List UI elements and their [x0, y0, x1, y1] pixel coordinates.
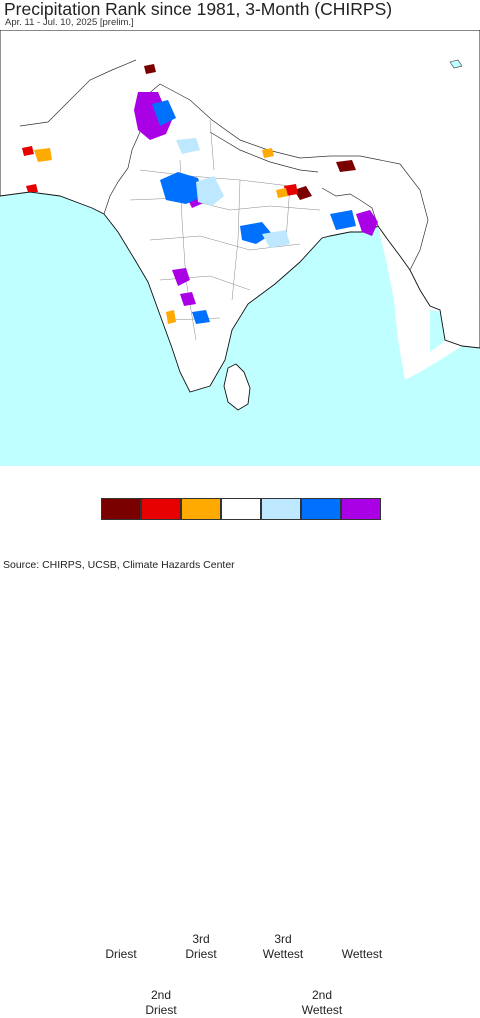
legend-label-2nd-driest: 2nd Driest: [145, 988, 177, 1017]
precip-second-wettest: [152, 100, 356, 324]
legend-swatch-3rd-driest: [181, 498, 221, 520]
wettest-bangladesh: [356, 210, 378, 236]
2nd-driest-bihar: [284, 184, 298, 196]
borders: [19, 59, 429, 341]
precipitation-map: [0, 30, 480, 466]
3rd-wettest-central: [196, 176, 224, 206]
precip-second-driest: [22, 146, 298, 196]
2nd-driest-pakistan-west: [22, 146, 34, 156]
2nd-wettest-bengal: [330, 210, 356, 230]
precip-third-driest: [34, 148, 288, 324]
legend-swatch-2nd-wettest: [301, 498, 341, 520]
3rd-driest-pakistan: [34, 148, 52, 162]
legend-label-3rd-wettest: 3rd Wettest: [262, 932, 304, 961]
land: [0, 30, 480, 411]
bay-of-bengal-east: [398, 346, 480, 466]
3rd-driest-nepal: [262, 148, 274, 158]
sri-lanka: [223, 363, 251, 411]
legend-swatch-driest: [101, 498, 141, 520]
state-lines-1: [129, 169, 321, 321]
arabian-sea: [0, 192, 405, 466]
3rd-driest-west-coast: [166, 310, 176, 324]
himalaya-north-border: [159, 83, 401, 165]
2nd-wettest-south: [192, 310, 210, 324]
map-title: Precipitation Rank since 1981, 3-Month (…: [4, 0, 393, 19]
myanmar-border: [399, 163, 429, 271]
map-subtitle: Apr. 11 - Jul. 10, 2025 [prelim.]: [5, 17, 134, 28]
legend-swatch-2nd-driest: [141, 498, 181, 520]
state-lines-2: [179, 119, 291, 341]
lake-icon: [449, 59, 463, 69]
wettest-deccan-b: [180, 292, 196, 306]
2nd-wettest-punjab: [152, 100, 176, 126]
legend-label-3rd-driest: 3rd Driest: [185, 932, 217, 961]
afghanistan-pakistan-border: [19, 59, 137, 127]
driest-kashmir-north: [144, 64, 156, 74]
wettest-deccan-a: [172, 268, 190, 286]
source-credit: Source: CHIRPS, UCSB, Climate Hazards Ce…: [3, 559, 235, 571]
driest-bihar: [294, 186, 312, 200]
nepal-border: [209, 131, 319, 173]
legend-swatch-normal: [221, 498, 261, 520]
legend-swatch-3rd-wettest: [261, 498, 301, 520]
2nd-wettest-central-b: [240, 222, 272, 244]
3rd-wettest-north: [176, 138, 200, 154]
3rd-wettest-east: [262, 230, 290, 248]
precip-wettest: [134, 92, 378, 306]
legend-swatch-wettest: [341, 498, 381, 520]
driest-nepal-east: [336, 160, 356, 172]
legend-label-2nd-wettest: 2nd Wettest: [301, 988, 343, 1017]
legend-label-wettest: Wettest: [341, 947, 383, 961]
precip-driest: [144, 64, 356, 200]
bangladesh-border: [321, 187, 379, 227]
precip-third-wettest: [176, 138, 290, 248]
3rd-driest-bihar: [276, 188, 288, 198]
2nd-driest-pakistan-south: [26, 184, 38, 192]
south-asia-landmass: [0, 30, 480, 393]
legend-label-driest: Driest: [105, 947, 137, 961]
2nd-wettest-central-a: [160, 172, 204, 204]
ocean-areas: [0, 192, 480, 466]
